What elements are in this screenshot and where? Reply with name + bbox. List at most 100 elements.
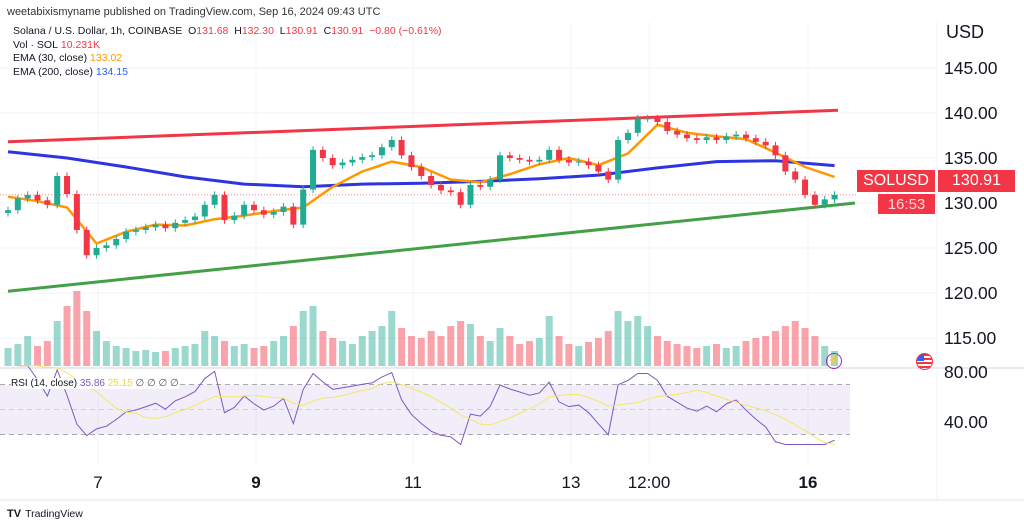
volume-bar	[811, 336, 819, 366]
bar-countdown-tag: 16:53	[878, 194, 935, 214]
last-price: 130.91	[952, 172, 1001, 189]
volume-bar	[575, 346, 583, 366]
volume-bar	[526, 341, 534, 366]
candle-body	[231, 215, 238, 221]
price-tick-label: 145.00	[944, 58, 998, 78]
candle-body	[319, 149, 326, 158]
candle-body	[83, 230, 90, 256]
rsi-value: 35.86	[79, 378, 105, 389]
candle-body	[73, 194, 80, 230]
candle-body	[467, 185, 474, 205]
logo-text: TradingView	[25, 508, 83, 520]
candle-body	[516, 158, 523, 160]
candle-body	[703, 137, 710, 140]
volume-bar	[14, 344, 22, 366]
currency-label[interactable]: USD	[946, 22, 985, 42]
candle-body	[743, 134, 749, 139]
change-value: −0.80 (−0.61%)	[369, 25, 442, 37]
candle-body	[615, 140, 622, 180]
volume-bar	[791, 321, 799, 366]
volume-bar	[339, 341, 347, 366]
volume-bar	[191, 344, 199, 366]
candle-body	[290, 206, 297, 225]
volume-bar	[535, 338, 543, 366]
us-flag-icon[interactable]	[916, 353, 933, 370]
rsi-label: RSI (14, close)	[11, 378, 78, 389]
volume-bar	[230, 346, 238, 366]
volume-bar	[516, 344, 524, 366]
ema200-value: 134.15	[95, 65, 128, 78]
candle-body	[398, 140, 405, 156]
time-tick-label: 12:00	[627, 473, 671, 492]
volume-bar	[683, 346, 691, 366]
trend-lines	[7, 108, 856, 293]
price-tick-label: 125.00	[944, 238, 998, 258]
candle-body	[182, 220, 189, 223]
candle-body	[428, 176, 435, 185]
volume-bar	[732, 346, 740, 366]
candle-body	[369, 155, 376, 158]
candle-body	[683, 134, 690, 139]
volume-bar	[240, 344, 248, 366]
candle-body	[349, 159, 356, 163]
volume-bar	[250, 348, 258, 366]
open-label: O	[188, 25, 197, 37]
ema200-label: EMA (200, close)	[13, 65, 93, 78]
candle-body	[713, 137, 720, 140]
volume-bar	[211, 336, 219, 366]
candle-body	[93, 248, 100, 256]
volume-bar	[4, 348, 12, 366]
candles	[5, 114, 838, 259]
candle-body	[575, 161, 582, 163]
candle-body	[506, 155, 513, 158]
lightning-icon[interactable]: ⚡	[826, 353, 842, 369]
time-tick-label: 16	[798, 473, 818, 492]
volume-bar	[407, 336, 415, 366]
volume-bars	[4, 291, 839, 366]
volume-bar	[614, 311, 622, 366]
volume-bar	[712, 344, 720, 366]
volume-bar	[398, 328, 406, 366]
volume-bar	[466, 324, 474, 366]
candle-body	[821, 199, 828, 205]
tradingview-logo[interactable]: TV TradingView	[7, 508, 83, 520]
candle-body	[152, 224, 159, 228]
volume-bar	[752, 338, 760, 366]
volume-bar	[220, 341, 228, 366]
volume-bar	[545, 316, 553, 366]
price-tick-label: 140.00	[944, 103, 998, 123]
candle-body	[447, 190, 454, 193]
resistance-line	[7, 108, 839, 144]
candle-body	[733, 134, 740, 137]
volume-bar	[742, 341, 750, 366]
volume-bar	[604, 331, 612, 366]
time-tick-label: 11	[404, 473, 422, 492]
bar-countdown: 16:53	[887, 195, 926, 213]
candle-body	[142, 227, 149, 230]
price-tick-label: 135.00	[944, 148, 998, 168]
chart-legend: Solana / U.S. Dollar, 1h, COINBASE O131.…	[13, 25, 442, 79]
volume-bar	[181, 346, 189, 366]
candle-body	[772, 145, 779, 156]
volume-bar	[821, 346, 829, 366]
volume-label: Vol · SOL	[13, 38, 58, 51]
candle-body	[270, 212, 277, 215]
candle-body	[536, 159, 543, 162]
price-tick-label: 120.00	[944, 283, 998, 303]
volume-bar	[132, 351, 140, 366]
time-tick-label: 13	[561, 473, 581, 492]
volume-bar	[693, 348, 701, 366]
volume-bar	[289, 326, 297, 366]
volume-bar	[378, 326, 386, 366]
candle-body	[280, 206, 287, 212]
time-tick-label: 9	[251, 473, 261, 492]
ema-lines	[7, 123, 835, 245]
candle-body	[14, 198, 21, 211]
candle-body	[251, 204, 257, 211]
candle-body	[634, 118, 641, 133]
close-label: C	[323, 25, 332, 37]
candle-body	[221, 194, 228, 221]
candle-body	[664, 122, 671, 131]
candle-body	[132, 230, 139, 232]
